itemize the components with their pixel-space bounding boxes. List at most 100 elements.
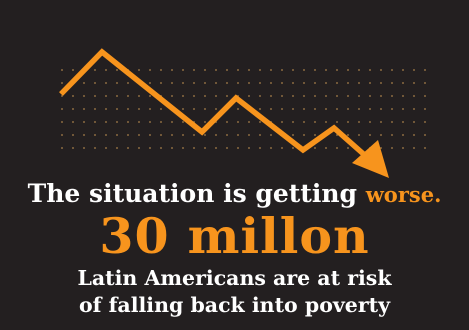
grid-dot [292, 147, 294, 149]
grid-dot [116, 108, 118, 110]
grid-dot [391, 95, 393, 97]
grid-dot [94, 69, 96, 71]
grid-dot [138, 121, 140, 123]
grid-dot [281, 121, 283, 123]
grid-dot [83, 147, 85, 149]
grid-dot [138, 95, 140, 97]
grid-dot [380, 134, 382, 136]
grid-dot [116, 69, 118, 71]
grid-dot [72, 69, 74, 71]
grid-dot [116, 121, 118, 123]
grid-dot [116, 147, 118, 149]
grid-dot [347, 95, 349, 97]
grid-dot [237, 108, 239, 110]
grid-dot [347, 121, 349, 123]
grid-dot [127, 147, 129, 149]
grid-dot [182, 134, 184, 136]
grid-dot [204, 121, 206, 123]
grid-dot [160, 134, 162, 136]
grid-dot [182, 121, 184, 123]
grid-dot [248, 147, 250, 149]
grid-dot [424, 82, 426, 84]
grid-dot [314, 121, 316, 123]
grid-dot [358, 69, 360, 71]
grid-dot [369, 69, 371, 71]
grid-dot [336, 82, 338, 84]
grid-dot [204, 108, 206, 110]
grid-dot [424, 95, 426, 97]
grid-dot [72, 147, 74, 149]
grid-dot [226, 95, 228, 97]
grid-dot [171, 69, 173, 71]
grid-dot [193, 134, 195, 136]
grid-dot [116, 95, 118, 97]
grid-dot [138, 108, 140, 110]
grid-dot [259, 147, 261, 149]
grid-dot [193, 82, 195, 84]
headline-text: The situation is getting [27, 179, 358, 208]
grid-dot [248, 82, 250, 84]
grid-dot [336, 147, 338, 149]
grid-dot [83, 134, 85, 136]
grid-dot [160, 121, 162, 123]
downward-zigzag-arrow-icon [59, 48, 389, 178]
grid-dot [402, 108, 404, 110]
grid-dot [94, 147, 96, 149]
grid-dot [127, 108, 129, 110]
grid-dot [402, 121, 404, 123]
grid-dot [303, 95, 305, 97]
grid-dot [105, 69, 107, 71]
grid-dot [237, 82, 239, 84]
grid-dot [171, 95, 173, 97]
grid-dot [160, 69, 162, 71]
grid-dot [61, 134, 63, 136]
grid-dot [303, 121, 305, 123]
grid-dot [182, 95, 184, 97]
grid-dot [402, 134, 404, 136]
grid-dot [171, 82, 173, 84]
grid-dot [226, 147, 228, 149]
grid-dot [182, 82, 184, 84]
grid-dot [94, 82, 96, 84]
grid-dot [336, 69, 338, 71]
grid-dot [303, 108, 305, 110]
grid-dot [325, 69, 327, 71]
grid-dot [149, 121, 151, 123]
grid-dot [358, 134, 360, 136]
grid-dot [314, 147, 316, 149]
grid-dot [413, 147, 415, 149]
grid-dot [402, 95, 404, 97]
grid-dot [105, 108, 107, 110]
grid-dot [424, 147, 426, 149]
grid-dot [413, 95, 415, 97]
grid-dot [270, 108, 272, 110]
grid-dot [270, 134, 272, 136]
grid-dot [226, 69, 228, 71]
grid-dot [380, 95, 382, 97]
caption-line-1: Latin Americans are at risk [77, 266, 392, 290]
grid-dot [369, 134, 371, 136]
grid-dot [358, 95, 360, 97]
grid-dot [215, 134, 217, 136]
grid-dot [413, 82, 415, 84]
grid-dot [182, 147, 184, 149]
grid-dot [237, 121, 239, 123]
grid-dot [94, 121, 96, 123]
big-number: 30 millon [99, 207, 370, 265]
grid-dot [105, 147, 107, 149]
grid-dot [182, 69, 184, 71]
grid-dot [138, 69, 140, 71]
grid-dot [127, 121, 129, 123]
grid-dot [193, 108, 195, 110]
grid-dot [259, 95, 261, 97]
grid-dot [138, 147, 140, 149]
grid-dot [138, 134, 140, 136]
grid-dot [72, 95, 74, 97]
trend-line [59, 48, 370, 161]
grid-dot [149, 147, 151, 149]
grid-dot [215, 82, 217, 84]
grid-dot [325, 95, 327, 97]
grid-dot [226, 82, 228, 84]
grid-dot [259, 69, 261, 71]
grid-dot [336, 108, 338, 110]
